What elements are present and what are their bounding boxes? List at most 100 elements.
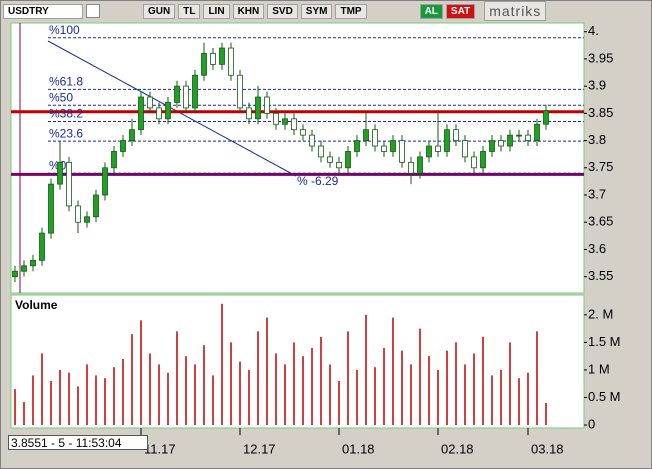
y-tick-label: 2. M: [588, 306, 613, 321]
candle-body: [210, 53, 216, 65]
buy-button[interactable]: AL: [419, 3, 443, 19]
x-tick-label: 02.18: [441, 441, 474, 456]
candle-body: [336, 161, 342, 169]
y-tick-label: 3.65: [588, 214, 613, 229]
toolbar-button[interactable]: GUN: [143, 3, 176, 19]
toolbar-button[interactable]: SVD: [267, 3, 298, 19]
candle-body: [75, 205, 81, 223]
candle-body: [354, 140, 360, 152]
candle-body: [471, 156, 477, 169]
y-tick-label: 3.8: [588, 132, 606, 147]
candle-body: [399, 140, 405, 163]
candle-body: [462, 140, 468, 158]
candle-body: [129, 129, 135, 141]
candle-body: [372, 129, 378, 147]
y-tick-label: 4.: [588, 23, 599, 38]
y-tick-label: 3.95: [588, 50, 613, 65]
candle-body: [192, 74, 198, 109]
candle-body: [408, 161, 414, 174]
candle-body: [498, 140, 504, 147]
candle-body: [345, 151, 351, 169]
candle-body: [147, 96, 153, 109]
candle-body: [390, 140, 396, 152]
candle-body: [84, 216, 90, 223]
candle-body: [237, 74, 243, 109]
candle-body: [21, 265, 27, 272]
candle-body: [48, 183, 54, 234]
volume-panel: [10, 294, 585, 429]
y-tick-label: 3.6: [588, 241, 606, 256]
candle-body: [309, 134, 315, 147]
candle-body: [255, 96, 261, 120]
trend-line: [47, 40, 297, 177]
window-icon[interactable]: [86, 4, 100, 18]
y-tick-label: 3.7: [588, 186, 606, 201]
fib-label: %100: [49, 23, 80, 37]
candle-body: [39, 232, 45, 261]
y-tick-label: 3.9: [588, 78, 606, 93]
candle-body: [516, 134, 522, 137]
fib-label: %23.6: [49, 126, 83, 140]
candle-body: [363, 129, 369, 141]
candle-body: [480, 151, 486, 169]
candle-body: [138, 96, 144, 131]
candle-body: [282, 118, 288, 125]
candle-body: [426, 145, 432, 158]
toolbar-button[interactable]: TL: [178, 3, 201, 19]
candle-body: [12, 270, 18, 278]
candle-body: [507, 134, 513, 147]
candle-body: [201, 53, 207, 76]
candle-body: [525, 134, 531, 141]
x-tick-label: 03.18: [531, 441, 564, 456]
y-tick-label: 1 M: [588, 361, 610, 376]
y-tick-label: 1.5 M: [588, 334, 621, 349]
sell-button[interactable]: SAT: [445, 3, 476, 19]
candle-body: [120, 140, 126, 152]
candle-body: [534, 123, 540, 141]
panel-title: Volume: [15, 298, 58, 312]
candle-body: [102, 167, 108, 196]
candle-body: [300, 129, 306, 136]
candle-body: [30, 259, 36, 267]
y-tick-label: 0: [588, 416, 595, 431]
candle-body: [291, 118, 297, 131]
candle-body: [156, 107, 162, 120]
toolbar-button[interactable]: KHN: [232, 3, 265, 19]
candle-body: [174, 85, 180, 103]
y-tick-label: 3.55: [588, 268, 613, 283]
toolbar-button[interactable]: SYM: [300, 3, 333, 19]
candle-body: [327, 156, 333, 163]
candle-body: [453, 129, 459, 141]
symbol-box[interactable]: USDTRY: [3, 3, 83, 19]
candle-body: [381, 145, 387, 152]
candle-body: [111, 151, 117, 169]
y-tick-label: 0.5 M: [588, 389, 621, 404]
x-tick-label: 11.17: [144, 441, 176, 456]
toolbar-button[interactable]: TMP: [335, 3, 367, 19]
candle-body: [489, 140, 495, 152]
y-tick-label: 3.75: [588, 159, 613, 174]
fib-label: %50: [49, 90, 73, 104]
fib-label: %61.8: [49, 75, 83, 89]
candle-body: [183, 85, 189, 109]
candle-body: [66, 161, 72, 207]
y-tick-label: 3.85: [588, 105, 613, 120]
candle-body: [435, 145, 441, 152]
toolbar-button[interactable]: LIN: [203, 3, 230, 19]
status-box: 3.8551 - 5 - 11:53:04: [8, 435, 148, 450]
candle-body: [165, 102, 171, 120]
x-tick-label: 12.17: [243, 441, 276, 456]
brand: matriks: [484, 1, 547, 21]
candle-body: [318, 145, 324, 158]
candle-body: [219, 47, 225, 65]
candle-body: [417, 156, 423, 174]
trend-label: % -6.29: [297, 174, 339, 188]
candle-body: [228, 47, 234, 76]
candle-body: [543, 110, 549, 125]
candle-body: [273, 112, 279, 125]
fib-label: %38.2: [49, 107, 83, 121]
candle-body: [57, 161, 63, 185]
button-group: GUN TL LIN KHN SVD SYM TMP: [143, 3, 367, 19]
